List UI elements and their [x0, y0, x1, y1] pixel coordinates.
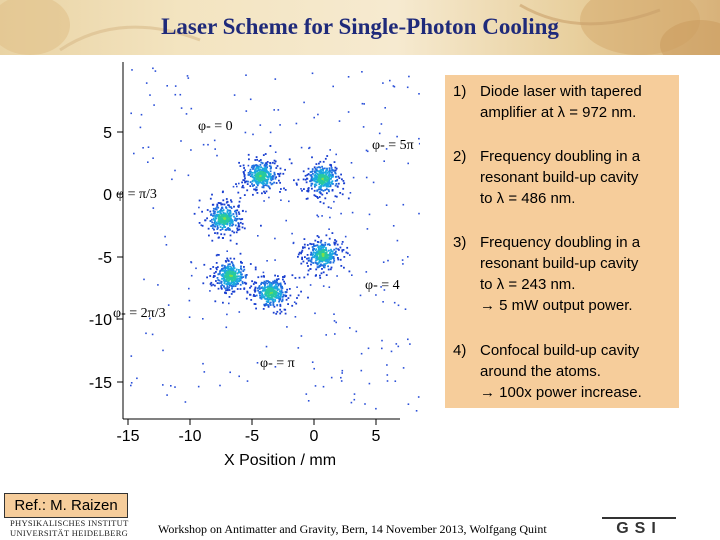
logo-text: GSI	[616, 520, 662, 535]
phase-label: φ- = 4	[365, 278, 400, 293]
info-item: 3) Frequency doubling in a resonant buil…	[453, 234, 641, 314]
page-title: Laser Scheme for Single-Photon Cooling	[161, 14, 559, 39]
y-tick-label: 5	[103, 125, 112, 142]
phase-label: φ- = 0	[198, 119, 233, 134]
x-axis-label: X Position / mm	[224, 452, 336, 469]
scatter-plot: 5 0 -5 -10 -15 -15 -10 -5 0 5 X Position…	[89, 62, 420, 469]
x-tick-label: -15	[116, 428, 139, 445]
y-tick-label: -15	[89, 375, 112, 392]
y-tick-label: -10	[89, 312, 112, 329]
title-bar: Laser Scheme for Single-Photon Cooling	[0, 0, 720, 55]
x-tick-label: -5	[245, 428, 259, 445]
gsi-logo: GSI	[602, 517, 676, 535]
y-tick-label: 0	[103, 187, 112, 204]
x-tick-label: -10	[178, 428, 201, 445]
y-tick-label: -5	[98, 250, 112, 267]
reference-box: Ref.: M. Raizen	[4, 493, 128, 518]
title-banner-image	[0, 0, 720, 55]
phase-label: φ- = π	[260, 356, 295, 371]
phase-label: φ- = 5π	[372, 138, 414, 153]
institute-name: UNIVERSITÄT HEIDELBERG	[10, 528, 129, 538]
info-item: 1) Diode laser with tapered amplifier at…	[453, 83, 642, 121]
scatter-points	[130, 67, 420, 412]
x-tick-label: 5	[372, 428, 381, 445]
institute-name: PHYSIKALISCHES INSTITUT	[10, 518, 129, 528]
x-tick-label: 0	[310, 428, 319, 445]
phase-label: φ- = 2π/3	[113, 306, 166, 321]
info-item: 4) Confocal build-up cavity around the a…	[453, 342, 642, 401]
info-box: 1) Diode laser with tapered amplifier at…	[445, 75, 679, 408]
info-item: 2) Frequency doubling in a resonant buil…	[453, 148, 641, 207]
phase-label: φ = π/3	[116, 187, 157, 202]
footer-text: Workshop on Antimatter and Gravity, Bern…	[158, 522, 547, 536]
